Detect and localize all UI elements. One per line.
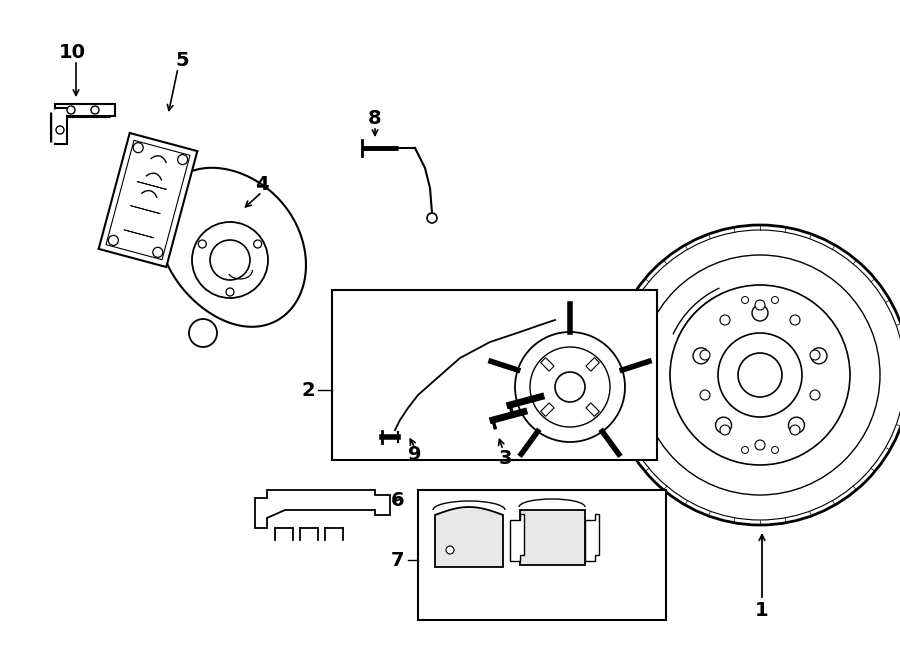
- Bar: [520, 510, 585, 565]
- Circle shape: [153, 247, 163, 257]
- Bar: [332, 290, 657, 460]
- Circle shape: [189, 319, 217, 347]
- Circle shape: [742, 297, 749, 303]
- Circle shape: [771, 297, 778, 303]
- Circle shape: [210, 240, 250, 280]
- Circle shape: [56, 126, 64, 134]
- Bar: [586, 358, 599, 371]
- Circle shape: [177, 155, 187, 165]
- Circle shape: [790, 315, 800, 325]
- Circle shape: [108, 235, 119, 245]
- Circle shape: [198, 240, 206, 248]
- Circle shape: [555, 372, 585, 402]
- Circle shape: [427, 213, 437, 223]
- Text: 7: 7: [392, 551, 405, 570]
- Polygon shape: [255, 490, 390, 528]
- Circle shape: [771, 446, 778, 453]
- Bar: [55, 104, 115, 116]
- Circle shape: [810, 390, 820, 400]
- Text: 1: 1: [755, 600, 769, 619]
- Circle shape: [67, 106, 75, 114]
- Text: 3: 3: [499, 449, 512, 467]
- Polygon shape: [510, 514, 524, 561]
- Circle shape: [790, 425, 800, 435]
- Circle shape: [91, 106, 99, 114]
- Polygon shape: [435, 507, 503, 567]
- Bar: [541, 403, 554, 416]
- Circle shape: [810, 350, 820, 360]
- Text: 5: 5: [176, 50, 189, 69]
- Circle shape: [693, 348, 709, 364]
- Circle shape: [755, 300, 765, 310]
- Circle shape: [515, 332, 625, 442]
- Polygon shape: [585, 514, 599, 561]
- Circle shape: [720, 425, 730, 435]
- Polygon shape: [158, 168, 306, 327]
- Polygon shape: [99, 133, 197, 267]
- Circle shape: [811, 348, 827, 364]
- Circle shape: [133, 143, 143, 153]
- Circle shape: [700, 390, 710, 400]
- Circle shape: [738, 353, 782, 397]
- Text: 9: 9: [409, 446, 422, 465]
- Text: 10: 10: [58, 42, 86, 61]
- Text: 2: 2: [302, 381, 315, 399]
- Circle shape: [700, 350, 710, 360]
- Text: 6: 6: [392, 490, 405, 510]
- Bar: [55, 108, 67, 144]
- Circle shape: [192, 222, 268, 298]
- Circle shape: [720, 315, 730, 325]
- Circle shape: [742, 446, 749, 453]
- Circle shape: [716, 417, 732, 433]
- Text: 4: 4: [256, 176, 269, 194]
- Bar: [418, 490, 666, 620]
- Circle shape: [788, 417, 805, 433]
- Bar: [586, 403, 599, 416]
- Circle shape: [640, 255, 880, 495]
- Circle shape: [755, 440, 765, 450]
- Text: 8: 8: [368, 108, 382, 128]
- Circle shape: [446, 546, 454, 554]
- Bar: [541, 358, 554, 371]
- Circle shape: [226, 288, 234, 296]
- Circle shape: [752, 305, 768, 321]
- Circle shape: [254, 240, 262, 248]
